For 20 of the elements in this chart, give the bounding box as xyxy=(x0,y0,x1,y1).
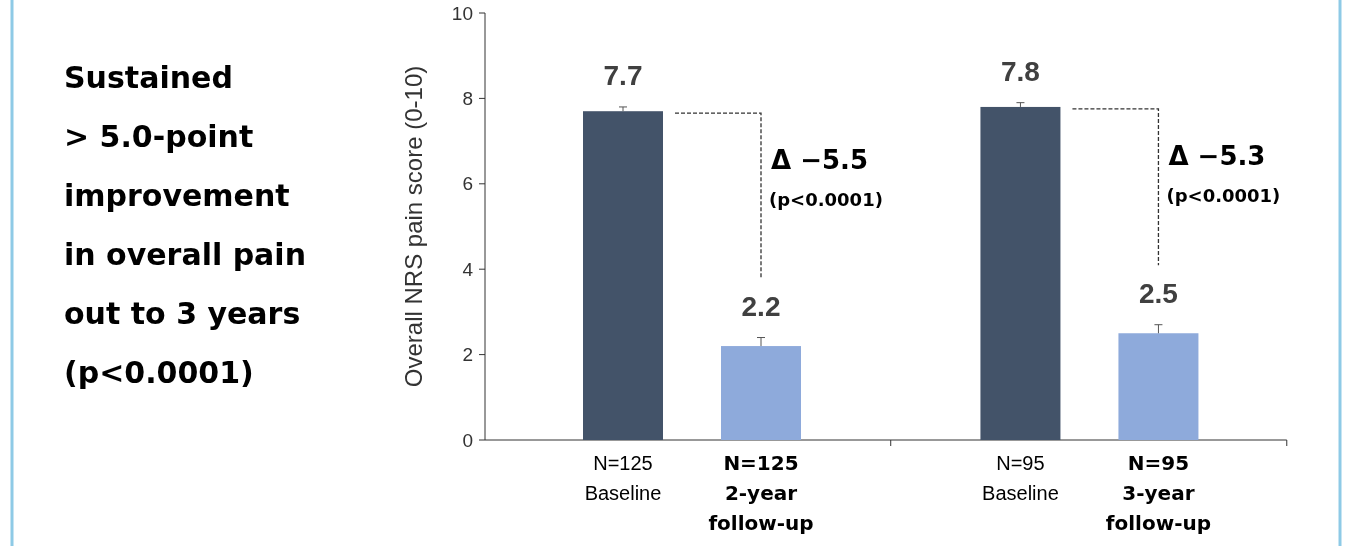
annotation: (p<0.0001) xyxy=(1166,184,1281,206)
x-tick-label: N=125 Baseline xyxy=(584,452,662,504)
y-tick-label: 6 xyxy=(462,173,473,195)
data-label: 2.5 xyxy=(1138,277,1178,309)
annotation: Δ −5.5 xyxy=(771,145,869,176)
data-label: 2.2 xyxy=(741,290,781,322)
data-label: 7.8 xyxy=(1000,55,1040,87)
y-tick-label: 4 xyxy=(462,258,474,280)
x-tick-label: N=95 3-year follow-up xyxy=(1105,451,1212,535)
y-tick-label: 8 xyxy=(462,88,473,110)
x-tick-label: N=95 Baseline xyxy=(982,452,1059,504)
y-tick-label: 10 xyxy=(451,2,473,24)
annotation: Δ −5.3 xyxy=(1168,140,1266,171)
x-tick-label: N=125 2-year follow-up xyxy=(708,451,814,535)
y-tick-label: 0 xyxy=(462,429,473,451)
text: Sustained > 5.0-point improvement in overall pain out to 3 years (p<0.0001) xyxy=(64,60,307,390)
y-tick-label: 2 xyxy=(462,344,473,366)
y-axis-title: Overall NRS pain score (0-10) xyxy=(400,65,427,388)
annotation: (p<0.0001) xyxy=(769,189,883,211)
data-label: 7.7 xyxy=(603,59,643,91)
